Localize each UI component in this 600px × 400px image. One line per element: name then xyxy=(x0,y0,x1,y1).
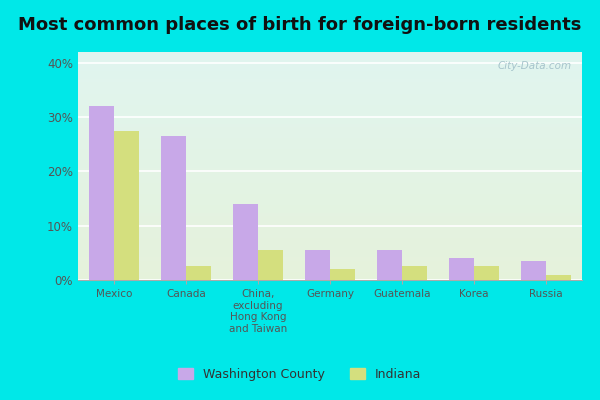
Bar xyxy=(402,266,427,280)
Text: City-Data.com: City-Data.com xyxy=(498,61,572,71)
Bar xyxy=(521,261,546,280)
Text: Most common places of birth for foreign-born residents: Most common places of birth for foreign-… xyxy=(19,16,581,34)
Bar xyxy=(233,204,258,280)
Bar xyxy=(474,266,499,280)
Legend: Washington County, Indiana: Washington County, Indiana xyxy=(173,363,427,386)
Bar xyxy=(114,131,139,280)
Bar xyxy=(161,136,186,280)
Bar xyxy=(377,250,402,280)
Bar xyxy=(258,250,283,280)
Bar xyxy=(330,269,355,280)
Bar xyxy=(305,250,330,280)
Bar xyxy=(546,274,571,280)
Bar xyxy=(449,258,474,280)
Bar xyxy=(89,106,114,280)
Bar xyxy=(186,266,211,280)
